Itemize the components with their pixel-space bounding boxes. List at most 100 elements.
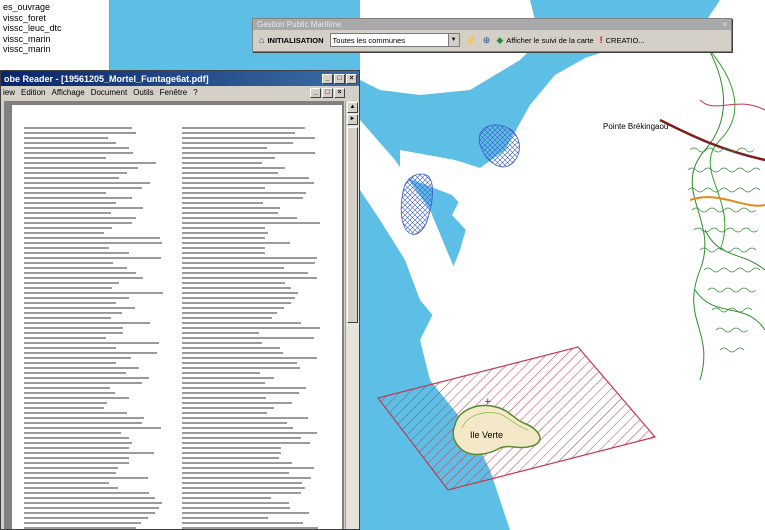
commune-select[interactable]: Toutes les communes ▼ bbox=[329, 33, 460, 47]
scan-text-line bbox=[24, 402, 107, 404]
scan-text-line bbox=[182, 307, 284, 309]
scan-text-line bbox=[182, 137, 315, 139]
scan-text-line bbox=[182, 312, 277, 314]
scan-text-line bbox=[24, 187, 142, 189]
scan-text-line bbox=[24, 437, 129, 439]
layer-item[interactable]: vissc_marin bbox=[3, 33, 51, 44]
doc-close-button[interactable]: × bbox=[334, 87, 345, 98]
scan-text-line bbox=[24, 302, 116, 304]
scan-text-line bbox=[182, 517, 268, 519]
scan-text-line bbox=[24, 367, 139, 369]
lightning-icon[interactable]: ⚡ bbox=[465, 34, 477, 45]
scan-text-line bbox=[24, 427, 161, 429]
maximize-button[interactable]: □ bbox=[334, 73, 345, 84]
pdf-title: obe Reader - [19561205_Mortel_Funtage6at… bbox=[4, 73, 209, 84]
scan-text-line bbox=[24, 292, 163, 294]
layer-item[interactable]: vissc_leuc_dtc bbox=[3, 23, 62, 33]
scan-text-line bbox=[182, 247, 265, 249]
menu-document[interactable]: Document bbox=[90, 88, 128, 97]
chevron-down-icon[interactable]: ▼ bbox=[447, 34, 459, 46]
minimize-button[interactable]: _ bbox=[322, 73, 333, 84]
layer-item[interactable]: es_ouvrage bbox=[3, 2, 51, 12]
scan-text-line bbox=[182, 512, 309, 514]
pdf-scrollbar[interactable]: ▲ ► bbox=[345, 101, 359, 529]
scan-text-line bbox=[24, 182, 150, 184]
scroll-thumb[interactable] bbox=[347, 127, 358, 323]
scan-text-line bbox=[24, 312, 122, 314]
toolbar-titlebar[interactable]: Gestion Public Maritime × bbox=[253, 19, 731, 30]
scan-text-line bbox=[182, 327, 320, 329]
scan-text-line bbox=[24, 327, 123, 329]
doc-minimize-button[interactable]: _ bbox=[310, 87, 321, 98]
layer-icon: ◆ bbox=[496, 34, 504, 45]
scan-text-line bbox=[24, 412, 127, 414]
creation-button[interactable]: ! CREATIO... bbox=[600, 35, 645, 45]
scan-text-line bbox=[24, 232, 104, 234]
pdf-reader-window: obe Reader - [19561205_Mortel_Funtage6at… bbox=[0, 70, 360, 530]
scan-text-line bbox=[182, 132, 295, 134]
scan-text-line bbox=[182, 292, 298, 294]
scan-text-line bbox=[182, 157, 275, 159]
toolbar-close-icon[interactable]: × bbox=[722, 20, 727, 29]
scroll-right-icon[interactable]: ► bbox=[347, 114, 358, 125]
scan-text-line bbox=[182, 287, 291, 289]
menu-affichage-short[interactable]: iew bbox=[3, 88, 16, 97]
afficher-button[interactable]: ◆ Afficher le suivi de la carte bbox=[496, 35, 593, 46]
menu-edition[interactable]: Edition bbox=[21, 88, 46, 97]
island-ile-verte[interactable] bbox=[452, 404, 541, 456]
scan-text-line bbox=[24, 177, 119, 179]
scan-text-line bbox=[182, 177, 309, 179]
scan-text-line bbox=[24, 497, 155, 499]
scan-text-line bbox=[24, 247, 109, 249]
menu-fenetre[interactable]: Fenêtre bbox=[159, 88, 188, 97]
scan-text-line bbox=[182, 477, 311, 479]
layer-item[interactable]: vissc_marin bbox=[3, 44, 51, 54]
layer-item[interactable]: vissc_foret bbox=[3, 12, 47, 23]
scan-text-line bbox=[24, 287, 112, 289]
doc-maximize-button[interactable]: □ bbox=[322, 87, 333, 98]
scan-text-line bbox=[24, 257, 161, 259]
scan-text-line bbox=[182, 447, 281, 449]
scan-text-line bbox=[182, 432, 317, 434]
scan-text-line bbox=[182, 282, 285, 284]
scan-text-line bbox=[24, 382, 142, 384]
pdf-viewport[interactable] bbox=[4, 101, 344, 529]
scan-text-line bbox=[182, 452, 281, 454]
creation-label: CREATIO... bbox=[605, 35, 645, 45]
menu-outils[interactable]: Outils bbox=[133, 88, 154, 97]
scan-text-line bbox=[182, 417, 308, 419]
scan-text-line bbox=[24, 477, 148, 479]
scan-text-line bbox=[24, 342, 159, 344]
scan-text-line bbox=[24, 322, 150, 324]
scan-text-line bbox=[182, 462, 292, 464]
scan-text-line bbox=[182, 507, 290, 509]
scan-text-line bbox=[24, 442, 132, 444]
scan-text-line bbox=[182, 192, 306, 194]
scan-text-line bbox=[182, 207, 280, 209]
menu-help[interactable]: ? bbox=[193, 88, 198, 97]
scan-text-line bbox=[182, 227, 265, 229]
pdf-titlebar[interactable]: obe Reader - [19561205_Mortel_Funtage6at… bbox=[1, 71, 359, 86]
zoom-icon[interactable]: ⊕ bbox=[482, 34, 491, 45]
scan-text-line bbox=[182, 347, 280, 349]
crosshair-marker: + bbox=[484, 397, 492, 407]
close-button[interactable]: × bbox=[346, 73, 357, 84]
scan-text-line bbox=[24, 492, 149, 494]
scan-text-line bbox=[182, 302, 291, 304]
scan-text-line bbox=[24, 347, 116, 349]
scan-text-line bbox=[182, 427, 293, 429]
init-label: INITIALISATION bbox=[267, 35, 324, 45]
scan-text-line bbox=[182, 407, 274, 409]
scan-text-line bbox=[182, 127, 305, 129]
scan-text-line bbox=[182, 152, 315, 154]
scan-text-line bbox=[182, 487, 305, 489]
vegetation-pattern bbox=[687, 147, 761, 353]
init-button[interactable]: ⌂ INITIALISATION bbox=[259, 35, 324, 45]
scan-text-line bbox=[182, 172, 278, 174]
scan-text-line bbox=[182, 397, 266, 399]
layer-list[interactable]: es_ouvrage vissc_foret vissc_leuc_dtc vi… bbox=[0, 0, 110, 70]
menu-affichage[interactable]: Affichage bbox=[51, 88, 85, 97]
scroll-up-icon[interactable]: ▲ bbox=[347, 102, 358, 113]
scan-text-line bbox=[182, 197, 303, 199]
scan-text-line bbox=[24, 507, 159, 509]
